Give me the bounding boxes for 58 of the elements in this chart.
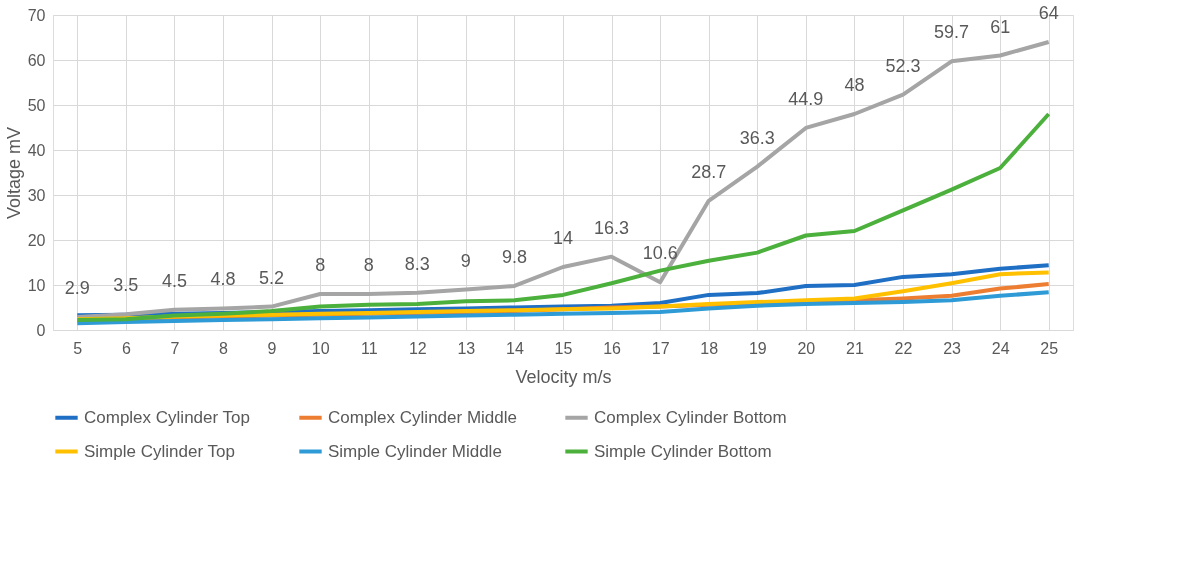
x-tick-label: 17 (651, 339, 670, 357)
x-tick-label: 25 (1040, 339, 1059, 357)
legend-label: Complex Cylinder Bottom (594, 407, 787, 427)
data-label: 36.3 (739, 127, 775, 148)
data-label: 52.3 (885, 55, 921, 76)
x-axis-title: Velocity m/s (515, 366, 612, 387)
data-label: 9.8 (501, 246, 527, 267)
legend-label: Complex Cylinder Top (84, 407, 250, 427)
y-tick-label: 10 (27, 276, 46, 294)
data-label: 10.6 (642, 243, 678, 264)
x-tick-label: 15 (554, 339, 573, 357)
data-label: 2.9 (64, 277, 90, 298)
legend-label: Simple Cylinder Bottom (594, 441, 772, 461)
data-label: 3.5 (113, 275, 139, 296)
y-tick-label: 20 (27, 231, 46, 249)
x-tick-label: 16 (603, 339, 622, 357)
data-label: 4.5 (161, 270, 187, 291)
x-tick-label: 20 (797, 339, 816, 357)
data-label: 9 (460, 250, 471, 271)
x-tick-label: 22 (894, 339, 913, 357)
x-tick-label: 23 (943, 339, 962, 357)
data-label: 28.7 (691, 161, 727, 182)
x-tick-label: 5 (73, 339, 83, 357)
data-label: 48 (844, 75, 865, 95)
y-tick-label: 40 (27, 141, 46, 159)
data-label: 8.3 (404, 253, 430, 274)
x-tick-label: 11 (360, 339, 378, 357)
x-tick-label: 19 (748, 339, 767, 357)
y-tick-label: 30 (27, 186, 46, 204)
y-axis-title: Voltage mV (3, 126, 24, 220)
data-label: 44.9 (788, 88, 824, 109)
x-tick-label: 9 (267, 339, 277, 357)
x-tick-label: 18 (700, 339, 719, 357)
x-tick-label: 7 (170, 339, 180, 357)
data-label: 61 (990, 16, 1011, 37)
data-label: 14 (552, 228, 574, 248)
data-label: 64 (1038, 3, 1059, 23)
legend-label: Simple Cylinder Top (84, 441, 235, 461)
y-tick-label: 50 (27, 96, 46, 114)
x-tick-label: 21 (846, 339, 864, 357)
data-label: 5.2 (259, 267, 285, 288)
x-tick-label: 13 (457, 339, 476, 357)
data-label: 4.8 (210, 269, 236, 290)
y-tick-label: 0 (36, 321, 46, 339)
data-label: 16.3 (594, 217, 630, 238)
x-tick-label: 8 (219, 339, 229, 357)
x-tick-label: 10 (311, 339, 330, 357)
legend-label: Complex Cylinder Middle (328, 407, 517, 427)
x-tick-label: 24 (991, 339, 1010, 357)
data-label: 59.7 (934, 22, 970, 43)
legend-label: Simple Cylinder Middle (328, 441, 502, 461)
y-tick-label: 70 (27, 6, 46, 24)
x-tick-label: 14 (506, 339, 524, 357)
x-tick-label: 12 (408, 339, 427, 357)
y-tick-label: 60 (27, 51, 46, 69)
data-label: 8 (363, 255, 374, 275)
x-tick-label: 6 (121, 339, 131, 357)
data-label: 8 (315, 255, 326, 275)
